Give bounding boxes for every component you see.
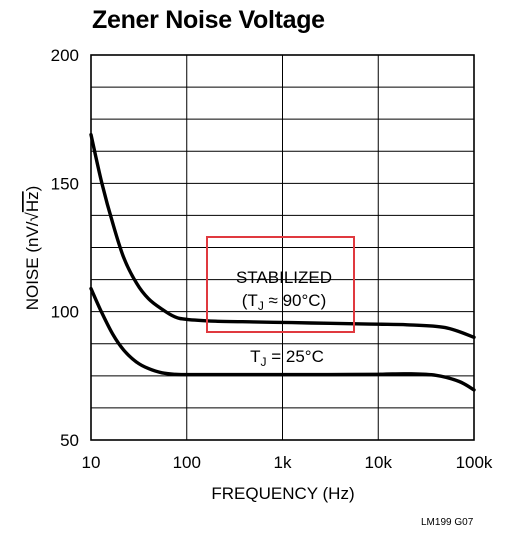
x-tick-labels: 10 100 1k 10k 100k bbox=[82, 453, 493, 472]
grid-lines bbox=[91, 55, 474, 440]
stabilized-temp-suffix: ≈ 90°C) bbox=[264, 291, 326, 310]
y-axis-label-prefix: NOISE (nV/√ bbox=[23, 211, 42, 310]
stabilized-curve bbox=[89, 132, 476, 339]
room-temp-prefix: T bbox=[250, 347, 260, 366]
room-temp-subscript: J bbox=[261, 355, 267, 369]
x-tick-label-100k: 100k bbox=[456, 453, 493, 472]
y-axis-label-suffix: ) bbox=[23, 186, 42, 192]
figure-code: LM199 G07 bbox=[421, 517, 474, 528]
x-tick-label-100: 100 bbox=[173, 453, 201, 472]
plot-border bbox=[90, 54, 475, 441]
y-tick-label-150: 150 bbox=[51, 174, 79, 193]
room-temp-suffix: = 25°C bbox=[267, 347, 324, 366]
y-axis-label-radicand: Hz bbox=[23, 191, 42, 212]
stabilized-temp-prefix: (T bbox=[242, 291, 258, 310]
y-tick-labels: 50 100 150 200 bbox=[51, 46, 79, 450]
stabilized-temp-subscript: J bbox=[258, 299, 264, 313]
y-tick-label-100: 100 bbox=[51, 303, 79, 322]
room-temp-curve bbox=[89, 286, 476, 392]
y-axis-label: NOISE (nV/√Hz) bbox=[23, 186, 42, 311]
y-tick-label-200: 200 bbox=[51, 46, 79, 65]
x-tick-label-10: 10 bbox=[82, 453, 101, 472]
y-tick-label-50: 50 bbox=[60, 431, 79, 450]
plot-frame bbox=[90, 54, 475, 441]
series-layer bbox=[89, 132, 476, 392]
stabilized-highlight-box bbox=[206, 236, 355, 333]
x-tick-label-1k: 1k bbox=[274, 453, 292, 472]
stabilized-label: STABILIZED bbox=[236, 268, 332, 287]
chart-title: Zener Noise Voltage bbox=[92, 6, 325, 34]
x-axis-label: FREQUENCY (Hz) bbox=[211, 484, 354, 503]
room-temp-label: TJ = 25°C bbox=[250, 347, 324, 369]
x-tick-label-10k: 10k bbox=[365, 453, 393, 472]
stabilized-temp-label: (TJ ≈ 90°C) bbox=[242, 291, 326, 313]
